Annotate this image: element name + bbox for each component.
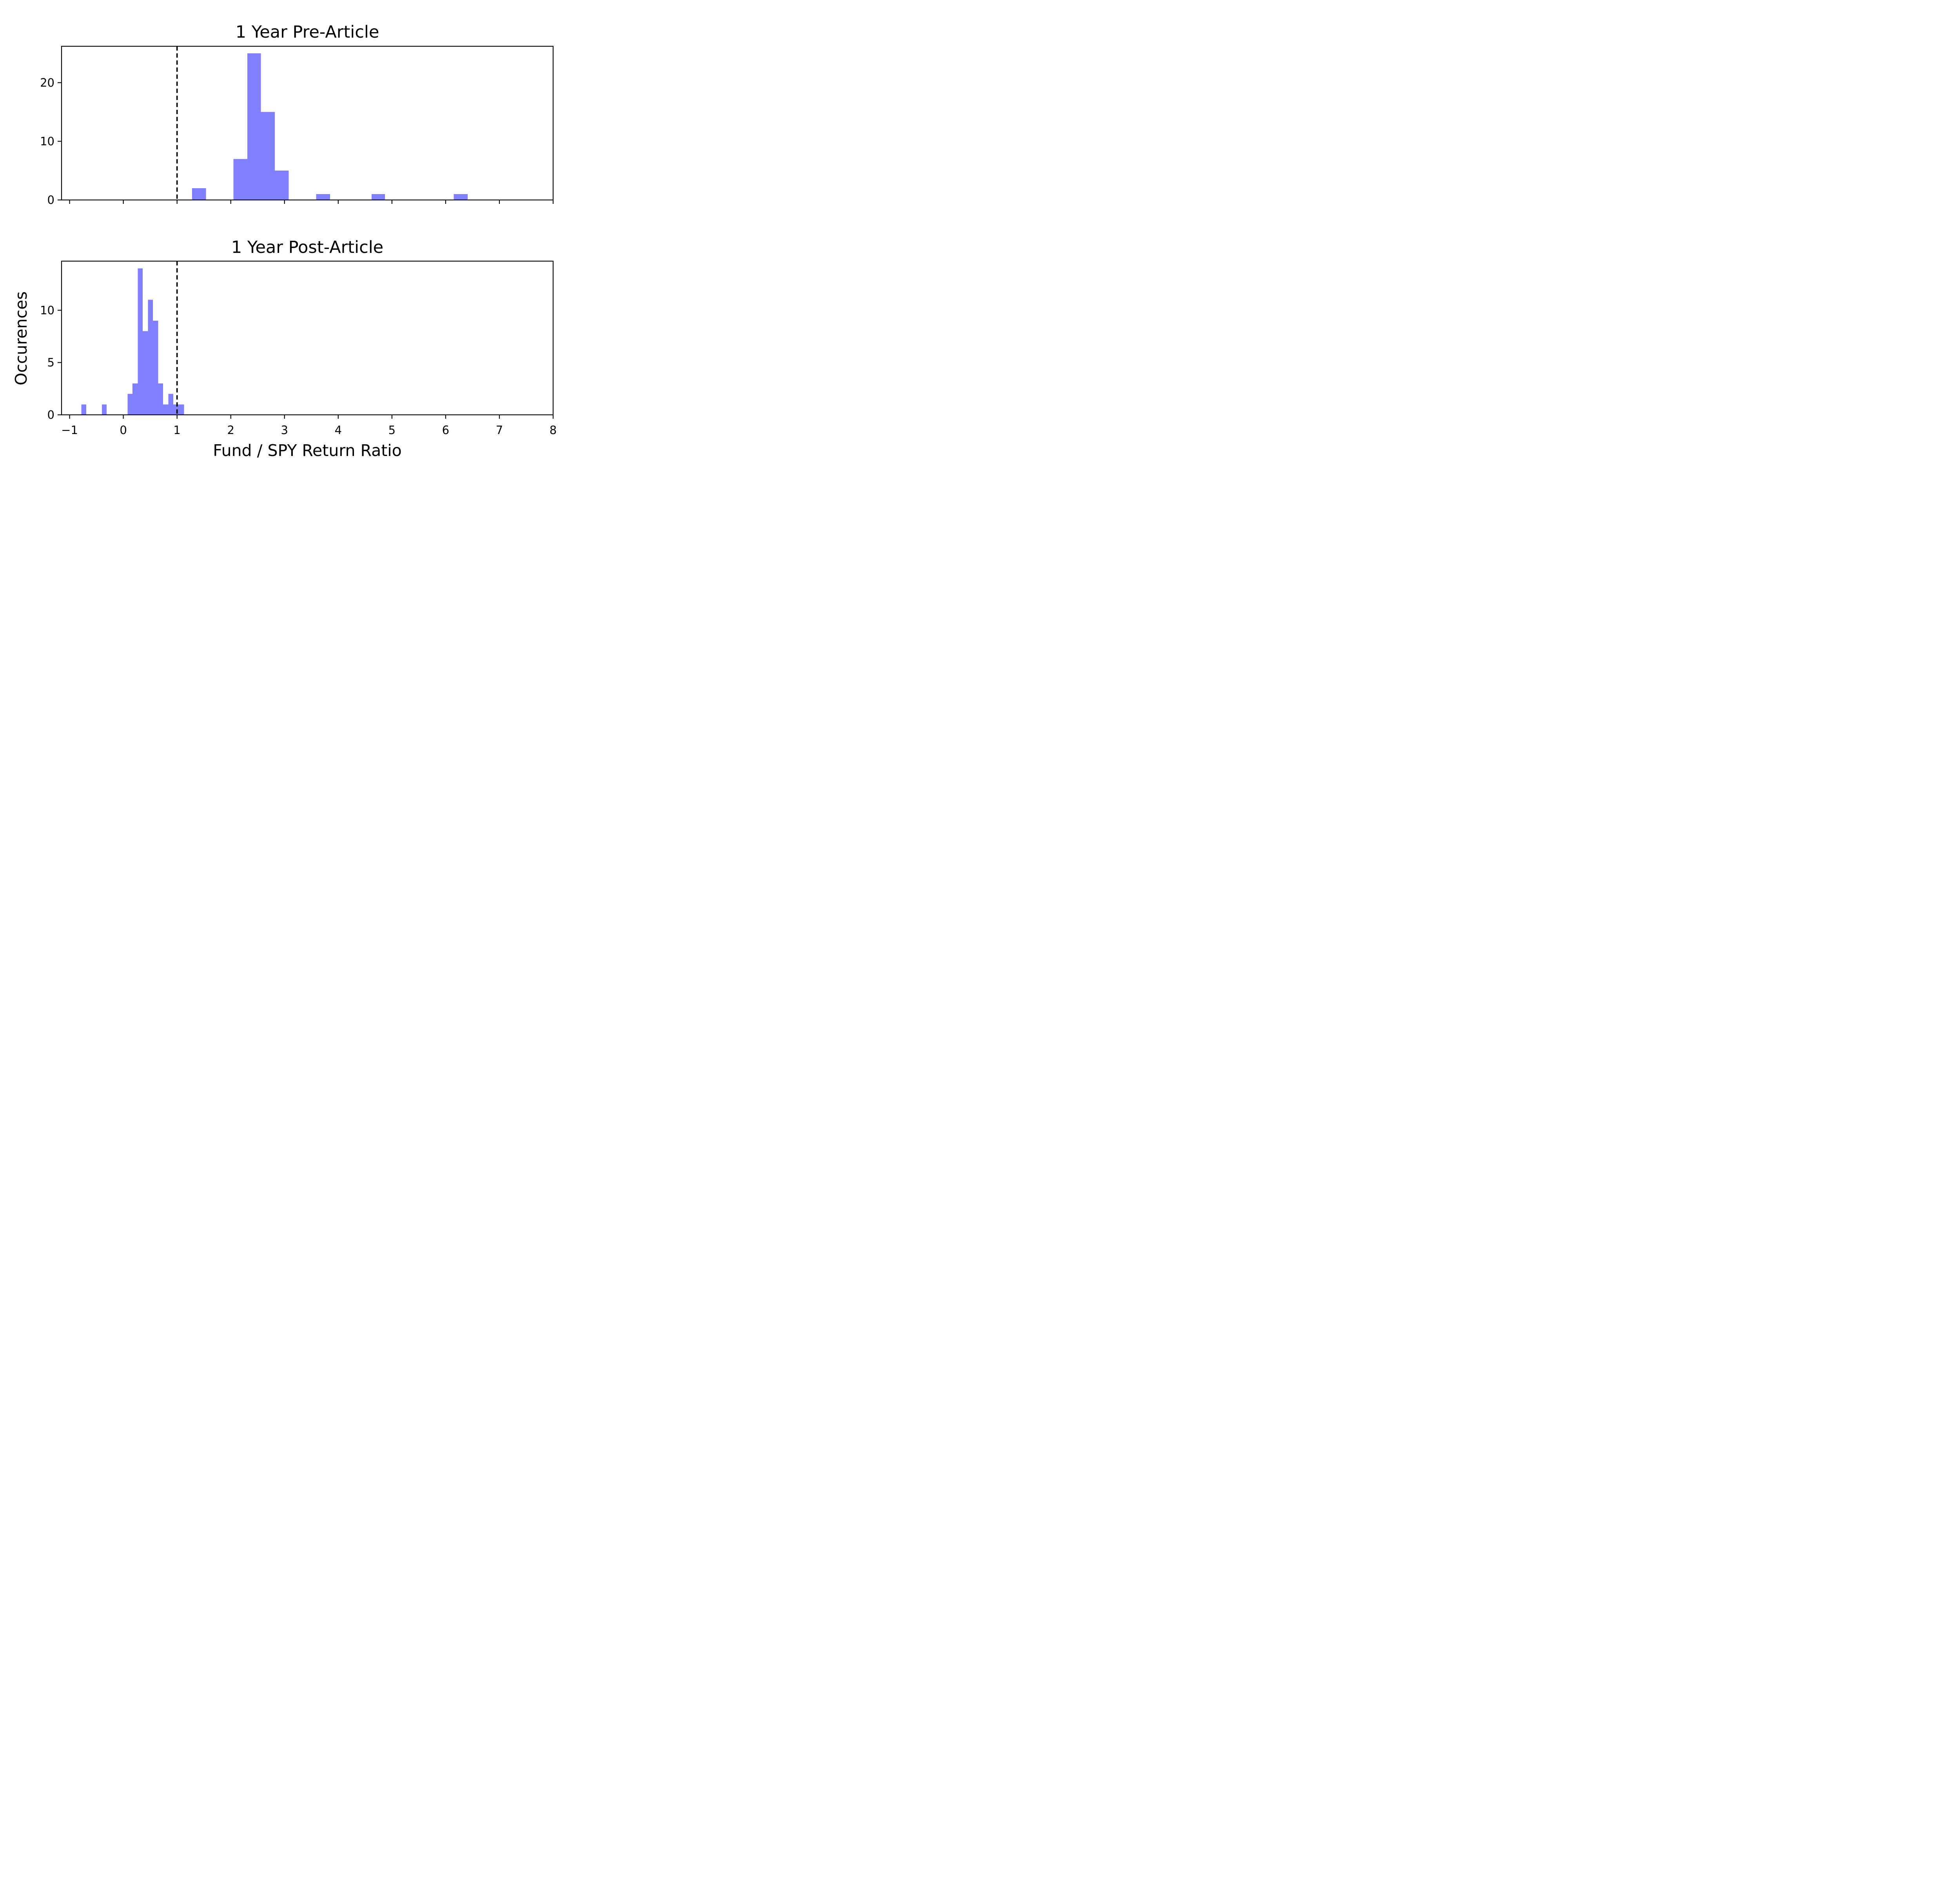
histogram-bar <box>102 404 107 415</box>
histogram-panel-2: 1 Year Post-Article 0 5 10 −1 0 1 2 3 4 5 6 7 8 <box>40 238 557 437</box>
histogram-bar <box>261 112 275 200</box>
x-tick-label: 3 <box>281 423 288 437</box>
plot-frame <box>61 260 554 416</box>
histogram-bar <box>275 171 289 200</box>
histogram-bar <box>142 331 148 415</box>
histogram-bar <box>81 404 87 415</box>
histogram-bar <box>158 383 163 415</box>
plot-frame <box>61 45 554 201</box>
histogram-bar <box>127 394 132 415</box>
x-tick-label: 4 <box>335 423 342 437</box>
y-axis-label: Occurences <box>12 291 31 385</box>
histogram-bar <box>152 321 158 415</box>
histogram-bar <box>454 194 468 200</box>
histogram-panel-1: 1 Year Pre-Article 0 10 20 <box>40 22 554 207</box>
histogram-bar <box>371 194 385 200</box>
histogram-bar <box>148 300 153 415</box>
histogram-bar <box>178 404 184 415</box>
x-axis-label: Fund / SPY Return Ratio <box>213 441 402 460</box>
histogram-bar <box>163 404 169 415</box>
histogram-bar <box>132 383 138 415</box>
y-tick-label: 10 <box>40 303 54 317</box>
histogram-bar <box>168 394 174 415</box>
x-tick-label: 6 <box>442 423 449 437</box>
panel-title: 1 Year Post-Article <box>231 238 383 257</box>
panel-title: 1 Year Pre-Article <box>236 22 379 42</box>
x-tick-label: 1 <box>173 423 180 437</box>
y-tick-label: 10 <box>40 134 54 148</box>
histogram-bar <box>192 188 206 200</box>
histogram-bar <box>138 268 143 415</box>
histogram-bar <box>173 404 179 415</box>
x-tick-label: −1 <box>61 423 78 437</box>
x-tick-label: 7 <box>496 423 503 437</box>
histogram-bar <box>316 194 330 200</box>
x-tick-label: 2 <box>227 423 234 437</box>
x-tick-label: 5 <box>388 423 396 437</box>
y-tick-label: 20 <box>40 76 54 89</box>
histogram-bar <box>233 159 248 200</box>
y-tick-label: 0 <box>47 408 54 421</box>
histogram-bar <box>247 53 261 200</box>
x-tick-label: 8 <box>550 423 557 437</box>
y-tick-label: 5 <box>47 356 54 369</box>
y-tick-label: 0 <box>47 193 54 207</box>
x-tick-label: 0 <box>120 423 127 437</box>
